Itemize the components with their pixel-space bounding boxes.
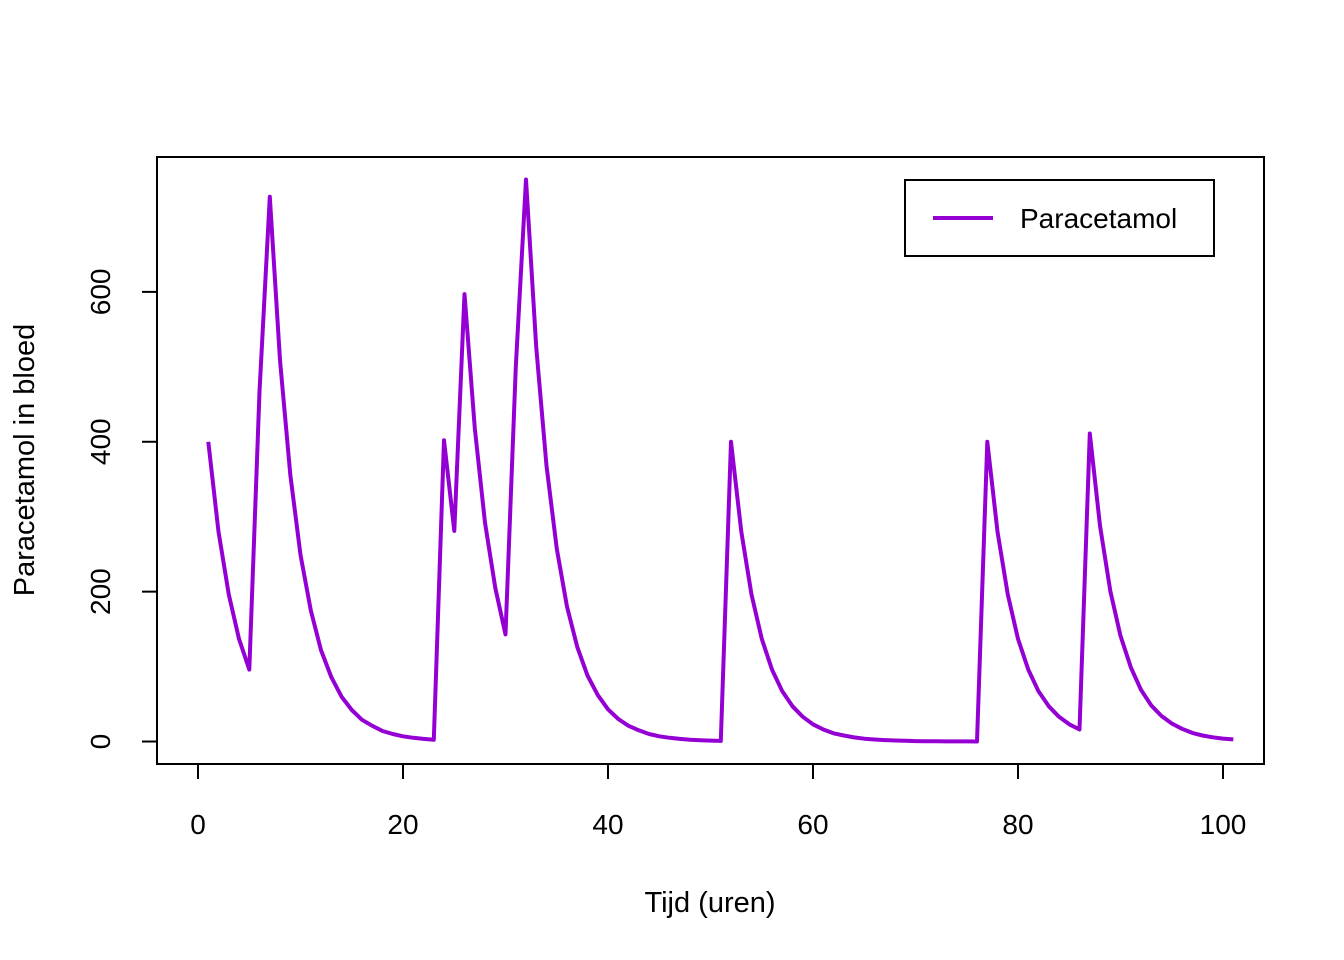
y-tick-label: 600 [85, 269, 116, 316]
x-tick-label: 0 [190, 809, 206, 840]
series-layer [206, 177, 1234, 744]
series-line-paracetamol [206, 177, 1234, 744]
legend-label-paracetamol: Paracetamol [1020, 203, 1177, 234]
y-tick-label: 0 [85, 734, 116, 750]
x-axis-title: Tijd (uren) [644, 887, 775, 919]
y-tick-label: 200 [85, 568, 116, 615]
x-tick-label: 60 [797, 809, 828, 840]
x-axis: 0 20 40 60 80 100 [190, 763, 1247, 840]
x-tick-label: 80 [1002, 809, 1033, 840]
x-tick-label: 100 [1200, 809, 1247, 840]
y-axis-title: Paracetamol in bloed [9, 324, 41, 596]
y-axis: 0 200 400 600 [85, 269, 158, 750]
x-tick-label: 40 [592, 809, 623, 840]
y-tick-label: 400 [85, 418, 116, 465]
legend: Paracetamol [904, 179, 1215, 257]
x-tick-label: 20 [387, 809, 418, 840]
